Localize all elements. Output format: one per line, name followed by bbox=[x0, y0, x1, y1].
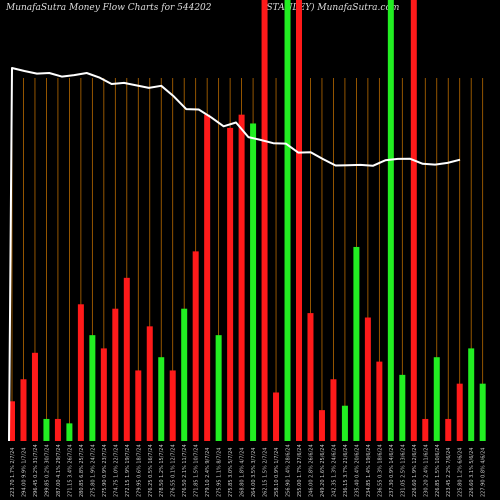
bar-20 bbox=[227, 127, 234, 441]
tick-label: 296.45 0.2% 31/7/24 bbox=[33, 444, 39, 497]
bar-34 bbox=[387, 0, 394, 441]
tick-label: 258.10 0.9% 1/7/24 bbox=[274, 448, 280, 497]
bar-25 bbox=[284, 0, 291, 441]
bar-39 bbox=[445, 418, 452, 441]
tick-label: 236.15 3.7% 21/6/24 bbox=[343, 444, 349, 497]
tick-label: 262.15 1.5% 2/7/24 bbox=[263, 448, 269, 497]
bar-6 bbox=[66, 423, 73, 441]
tick-label: 264.00 3.5% 3/7/24 bbox=[251, 448, 257, 497]
chart-title-left: MunafaSutra Money Flow Charts for 544202 bbox=[6, 3, 212, 13]
bar-40 bbox=[456, 383, 463, 441]
tick-label: 275.90 0.9% 23/7/24 bbox=[102, 444, 108, 497]
chart-title-right: (STANLEY) MunafaSutra.com bbox=[263, 3, 400, 13]
bar-9 bbox=[100, 348, 107, 441]
bar-23 bbox=[261, 0, 268, 441]
tick-label: 226.85 1.5% 10/6/24 bbox=[435, 444, 441, 497]
tick-label: 276.25 0.5% 16/7/24 bbox=[148, 444, 154, 497]
tick-label: 242.35 1.3% 24/6/24 bbox=[331, 444, 337, 497]
bar-2 bbox=[20, 379, 27, 441]
bar-7 bbox=[77, 304, 84, 441]
bar-10 bbox=[112, 308, 119, 441]
tick-label: 246.00 2.8% 26/6/24 bbox=[308, 444, 314, 497]
tick-label: 227.90 0.8% 4/6/24 bbox=[481, 448, 487, 497]
bar-19 bbox=[215, 335, 222, 441]
bar-26 bbox=[296, 0, 302, 441]
tick-label: 280.85 6.8% 25/7/24 bbox=[79, 444, 85, 497]
tick-label: 230.20 2.4% 11/6/24 bbox=[423, 444, 429, 497]
bar-24 bbox=[273, 392, 280, 441]
bar-41 bbox=[468, 348, 475, 441]
tick-label: 279.10 2.4% 9/7/24 bbox=[205, 448, 211, 497]
bar-17 bbox=[192, 251, 199, 441]
tick-label: 249.20 1.6% 25/6/24 bbox=[320, 444, 326, 497]
bar-38 bbox=[433, 357, 440, 441]
tick-label: 256.90 1.4% 28/6/24 bbox=[286, 444, 292, 497]
tick-label: 279.95 0.6% 18/7/24 bbox=[136, 444, 142, 497]
bar-8 bbox=[89, 335, 96, 441]
tick-label: 223.45 2.2% 7/6/24 bbox=[446, 448, 452, 497]
tick-label: 226.60 1.9% 12/6/24 bbox=[412, 444, 418, 497]
bar-35 bbox=[399, 374, 406, 441]
tick-label: 274.75 1.0% 22/7/24 bbox=[113, 444, 119, 497]
tick-label: 275.95 1.1% 8/7/24 bbox=[217, 448, 223, 497]
bar-13 bbox=[146, 326, 153, 441]
bar-5 bbox=[54, 418, 61, 441]
bar-22 bbox=[250, 123, 257, 441]
tick-label: 234.85 1.4% 19/6/24 bbox=[366, 444, 372, 497]
bar-28 bbox=[318, 410, 325, 441]
bar-1 bbox=[9, 401, 15, 441]
bar-31 bbox=[353, 246, 360, 441]
tick-label: 255.00 1.7% 27/6/24 bbox=[297, 444, 303, 497]
bar-42 bbox=[479, 383, 486, 441]
tick-label: 226.60 3.1% 5/6/24 bbox=[469, 448, 475, 497]
tick-label: 276.50 2.1% 11/7/24 bbox=[182, 444, 188, 497]
tick-label: 236.55 0.3% 18/6/24 bbox=[377, 444, 383, 497]
tick-label: 223.70 1.7% 2/7/24 bbox=[10, 448, 16, 497]
bar-32 bbox=[364, 317, 371, 441]
tick-label: 278.50 1.2% 15/7/24 bbox=[159, 444, 165, 497]
bar-36 bbox=[410, 0, 417, 441]
bar-29 bbox=[330, 379, 337, 441]
tick-label: 237.30 0.9% 14/6/24 bbox=[389, 444, 395, 497]
tick-label: 231.05 2.5% 13/6/24 bbox=[400, 444, 406, 497]
tick-label: 235.40 0.4% 20/6/24 bbox=[354, 444, 360, 497]
bar-16 bbox=[181, 308, 188, 441]
bar-11 bbox=[123, 277, 130, 441]
bar-3 bbox=[31, 352, 38, 441]
tick-label: 275.85 3.0% 5/7/24 bbox=[228, 448, 234, 497]
bar-4 bbox=[43, 418, 50, 441]
tick-label: 268.80 1.8% 4/7/24 bbox=[240, 448, 246, 497]
tick-label: 276.55 0.1% 12/7/24 bbox=[171, 444, 177, 497]
tick-label: 271.85 1.5% 10/7/24 bbox=[194, 444, 200, 497]
tick-label: 272.15 1.9% 19/7/24 bbox=[125, 444, 131, 497]
bar-21 bbox=[238, 114, 245, 441]
bar-12 bbox=[135, 370, 142, 441]
tick-label: 294.00 9.9% 1/7/24 bbox=[21, 448, 27, 497]
tick-label: 287.00 4.1% 29/7/24 bbox=[56, 444, 62, 497]
bar-18 bbox=[204, 114, 211, 441]
tick-label: 225.80 1.2% 6/6/24 bbox=[458, 448, 464, 497]
bar-37 bbox=[422, 418, 429, 441]
bar-33 bbox=[376, 361, 383, 441]
tick-label: 271.15 3.4% 26/7/24 bbox=[67, 444, 73, 497]
bar-14 bbox=[158, 357, 165, 441]
bar-27 bbox=[307, 313, 314, 441]
money-flow-line bbox=[8, 67, 461, 442]
bar-30 bbox=[341, 405, 348, 441]
bar-15 bbox=[169, 370, 176, 441]
tick-label: 299.85 0.2% 30/7/24 bbox=[44, 444, 50, 497]
tick-label: 275.80 1.9% 24/7/24 bbox=[90, 444, 96, 497]
